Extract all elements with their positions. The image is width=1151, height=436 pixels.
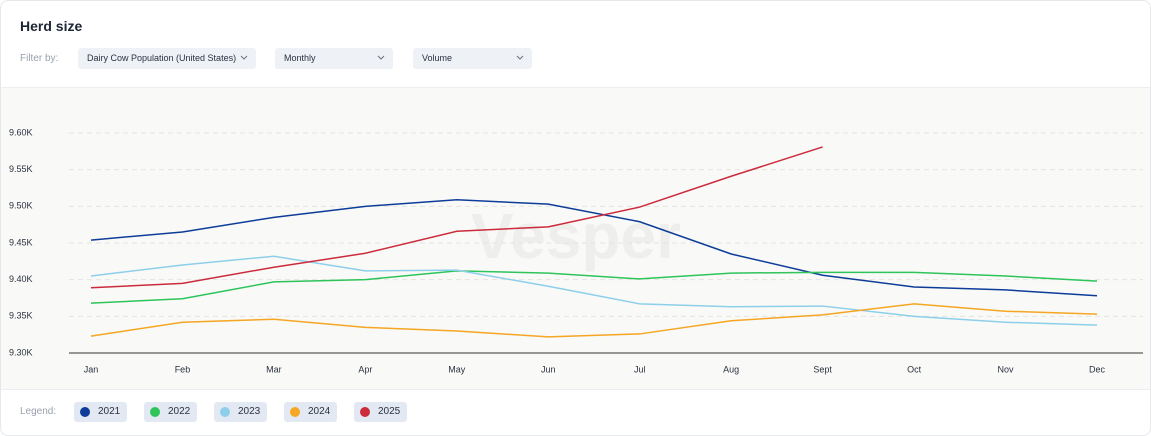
y-tick-label: 9.55K xyxy=(9,164,33,174)
legend-text: 2022 xyxy=(168,406,191,417)
x-tick-label: Oct xyxy=(907,364,922,374)
x-tick-label: Mar xyxy=(266,364,282,374)
legend-label: Legend: xyxy=(20,406,57,417)
watermark: Vesper xyxy=(471,200,681,272)
legend-text: 2024 xyxy=(308,406,331,417)
dropdown[interactable]: Monthly xyxy=(275,48,393,69)
legend-text: 2025 xyxy=(378,406,401,417)
legend-item[interactable]: 2023 xyxy=(214,402,267,422)
chevron xyxy=(516,55,524,60)
line xyxy=(90,198,1098,297)
line xyxy=(90,303,1098,338)
x-tick-label: Dec xyxy=(1089,364,1106,374)
x-tick-label: Jan xyxy=(84,364,99,374)
chevron xyxy=(377,55,385,60)
legend-item[interactable]: 2022 xyxy=(144,402,197,422)
filter-label: Filter by: xyxy=(20,53,59,64)
title: Herd size xyxy=(20,18,83,34)
line xyxy=(90,146,823,289)
dropdown-text: Dairy Cow Population (United States) xyxy=(87,53,237,63)
dropdown-text: Volume xyxy=(422,53,453,63)
legend-text: 2023 xyxy=(238,406,261,417)
x-tick-label: May xyxy=(448,364,466,374)
legend-text: 2021 xyxy=(98,406,121,417)
dropdown[interactable]: Volume xyxy=(413,48,532,69)
x-tick-label: Apr xyxy=(358,364,372,374)
y-tick-label: 9.30K xyxy=(9,347,33,357)
y-tick-label: 9.45K xyxy=(9,237,33,247)
x-tick-label: Jul xyxy=(634,364,646,374)
x-tick-label: Nov xyxy=(998,364,1015,374)
line xyxy=(90,270,1098,304)
y-tick-label: 9.50K xyxy=(9,201,33,211)
y-tick-label: 9.40K xyxy=(9,274,33,284)
legend-item[interactable]: 2021 xyxy=(74,402,127,422)
x-tick-label: Aug xyxy=(723,364,739,374)
x-tick-label: Sept xyxy=(813,364,832,374)
x-tick-label: Feb xyxy=(175,364,191,374)
legend-dot xyxy=(150,407,160,417)
dropdown-text: Monthly xyxy=(284,53,316,63)
line xyxy=(90,255,1098,326)
dropdown[interactable]: Dairy Cow Population (United States) xyxy=(78,48,256,69)
legend-item[interactable]: 2024 xyxy=(284,402,337,422)
legend-dot xyxy=(290,407,300,417)
x-tick-label: Jun xyxy=(541,364,556,374)
chart-area xyxy=(1,87,1150,390)
y-tick-label: 9.60K xyxy=(9,127,33,137)
legend-dot xyxy=(80,407,90,417)
y-tick-label: 9.35K xyxy=(9,311,33,321)
legend-dot xyxy=(220,407,230,417)
legend-dot xyxy=(360,407,370,417)
chevron xyxy=(240,55,248,60)
legend-item[interactable]: 2025 xyxy=(354,402,407,422)
